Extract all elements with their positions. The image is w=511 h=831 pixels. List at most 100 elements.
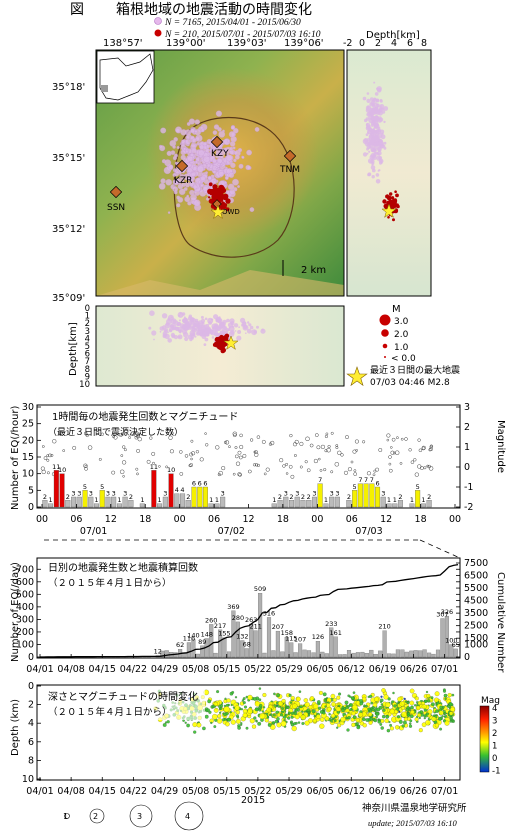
hourly-mag-point	[239, 444, 244, 450]
depth-bottom-red-point	[217, 345, 222, 350]
depthtime-point	[336, 695, 341, 700]
station-tnm-label: TNM	[279, 165, 300, 175]
daily-bar	[395, 649, 400, 658]
hourly-bar-label: 6	[376, 480, 380, 488]
hourly-bar	[375, 486, 381, 508]
pink-epicenter	[237, 148, 243, 153]
hourly-xtick-label: 18	[415, 514, 427, 525]
hourly-mag-point	[122, 445, 126, 449]
dr-tick: -2	[343, 38, 352, 49]
daily-bar	[342, 654, 347, 658]
depthtime-point	[450, 706, 456, 712]
depth-bottom-pink-point	[181, 325, 185, 329]
pink-epicenter	[218, 130, 226, 138]
size-legend-2-circle	[89, 808, 105, 824]
depth-right-pink-point	[371, 149, 374, 152]
pink-epicenter	[192, 184, 198, 190]
depth-bottom-ylabel: Depth[km]	[68, 322, 79, 376]
depthtime-point	[213, 725, 217, 728]
depthtime-point	[345, 704, 348, 707]
pink-epicenter	[230, 162, 236, 169]
pink-epicenter	[218, 171, 225, 177]
depth-bottom-pink-point	[201, 324, 205, 328]
hourly-bar	[180, 493, 186, 508]
hourly-subtitle: （最近３日間で震源決定した数）	[48, 426, 183, 438]
daily-ytick-label: 700	[16, 564, 34, 575]
depth-time-chart: 深さとマグニチュードの時間変化 （２０１５年４月１日から） 024681004/…	[10, 681, 500, 806]
depthtime-ytick-label: 10	[22, 774, 34, 785]
hourly-bar-label: 2	[66, 493, 70, 501]
hourly-mag-point	[414, 472, 419, 477]
pink-epicenter	[180, 129, 187, 136]
depthtime-point	[355, 717, 360, 723]
hourly-mag-point	[288, 464, 293, 469]
pink-epicenter	[172, 145, 176, 149]
daily-bar-label: 211	[249, 623, 261, 631]
colorbar	[479, 705, 490, 773]
depth-bottom-pink-point	[211, 336, 215, 339]
depth-bottom-tick-label: 6	[85, 350, 90, 360]
daily-xtick-label: 06/19	[369, 664, 396, 675]
inset-map	[96, 50, 155, 104]
colorbar-tick-label: 2	[492, 729, 497, 739]
caldera-rim	[173, 117, 295, 258]
depthtime-point	[397, 696, 403, 702]
hourly-bar	[105, 496, 111, 508]
depth-right-pink-point	[383, 141, 387, 145]
depth-right-pink-point	[372, 120, 378, 126]
depthtime-point	[449, 718, 453, 722]
hourly-mag-point	[316, 445, 321, 450]
hourly-bar	[116, 503, 122, 508]
hourly-mag-point	[408, 448, 412, 452]
mag-legend-3	[379, 314, 391, 326]
depth-bottom-pink-point	[173, 326, 176, 330]
daily-bar-label: 263	[245, 616, 257, 624]
hourly-bar-label: 4	[180, 486, 184, 494]
hourly-bar-label: 5	[83, 483, 87, 491]
hourly-bar-label: 3	[89, 490, 93, 498]
depthtime-point	[235, 719, 241, 724]
depth-bottom-red	[212, 333, 231, 354]
pink-epicenter	[190, 161, 194, 164]
hourly-mag-point	[388, 468, 393, 473]
depthtime-point	[244, 705, 248, 709]
pink-epicenter	[191, 138, 197, 143]
depthtime-xtick-label: 07/01	[431, 786, 458, 797]
depthtime-point	[410, 709, 415, 715]
depthtime-point	[361, 717, 366, 722]
depthtime-point	[290, 721, 293, 725]
hourly-mag-point	[353, 469, 357, 472]
depthtime-point	[416, 701, 419, 704]
depth-right-red-point	[382, 199, 387, 204]
hourly-xtick-label: 06	[208, 514, 220, 525]
zoom-connector-right	[419, 539, 461, 559]
daily-ylabel: Number of EQ(/day)	[10, 562, 21, 662]
depth-bottom-pink-point	[205, 326, 211, 332]
depthtime-point	[320, 717, 325, 722]
daily-bar	[346, 650, 352, 658]
hourly-bar-label: 6	[198, 480, 202, 488]
hourly-chart: 1時間毎の地震発生回数とマグニチュード （最近３日間で震源決定した数） 2 111…	[10, 402, 506, 537]
hourly-mag-point	[165, 465, 168, 469]
map-red-epicenters	[207, 182, 231, 216]
hourly-frame	[36, 404, 461, 509]
depth-right-pink-point	[374, 102, 378, 105]
legend-red-text: N = 210, 2015/07/01 - 2015/07/03 16:10	[164, 30, 321, 40]
depthtime-point	[276, 693, 281, 698]
depthtime-point	[304, 702, 310, 708]
depthtime-point	[162, 723, 167, 727]
hourly-mag-point	[256, 435, 261, 439]
depth-bottom-pink-point	[260, 328, 266, 334]
depthtime-point	[435, 709, 439, 713]
depth-right-pink-point	[368, 150, 371, 153]
depthtime-point	[352, 704, 358, 711]
depthtime-point	[311, 709, 316, 714]
hourly-bar	[42, 500, 48, 508]
hourly-mag-point	[314, 433, 319, 437]
depth-bottom-pink-point	[167, 314, 174, 321]
hourly-xtick-label: 00	[311, 514, 323, 525]
depth-right-red-point	[388, 198, 392, 201]
hourly-mag-point	[235, 461, 241, 466]
